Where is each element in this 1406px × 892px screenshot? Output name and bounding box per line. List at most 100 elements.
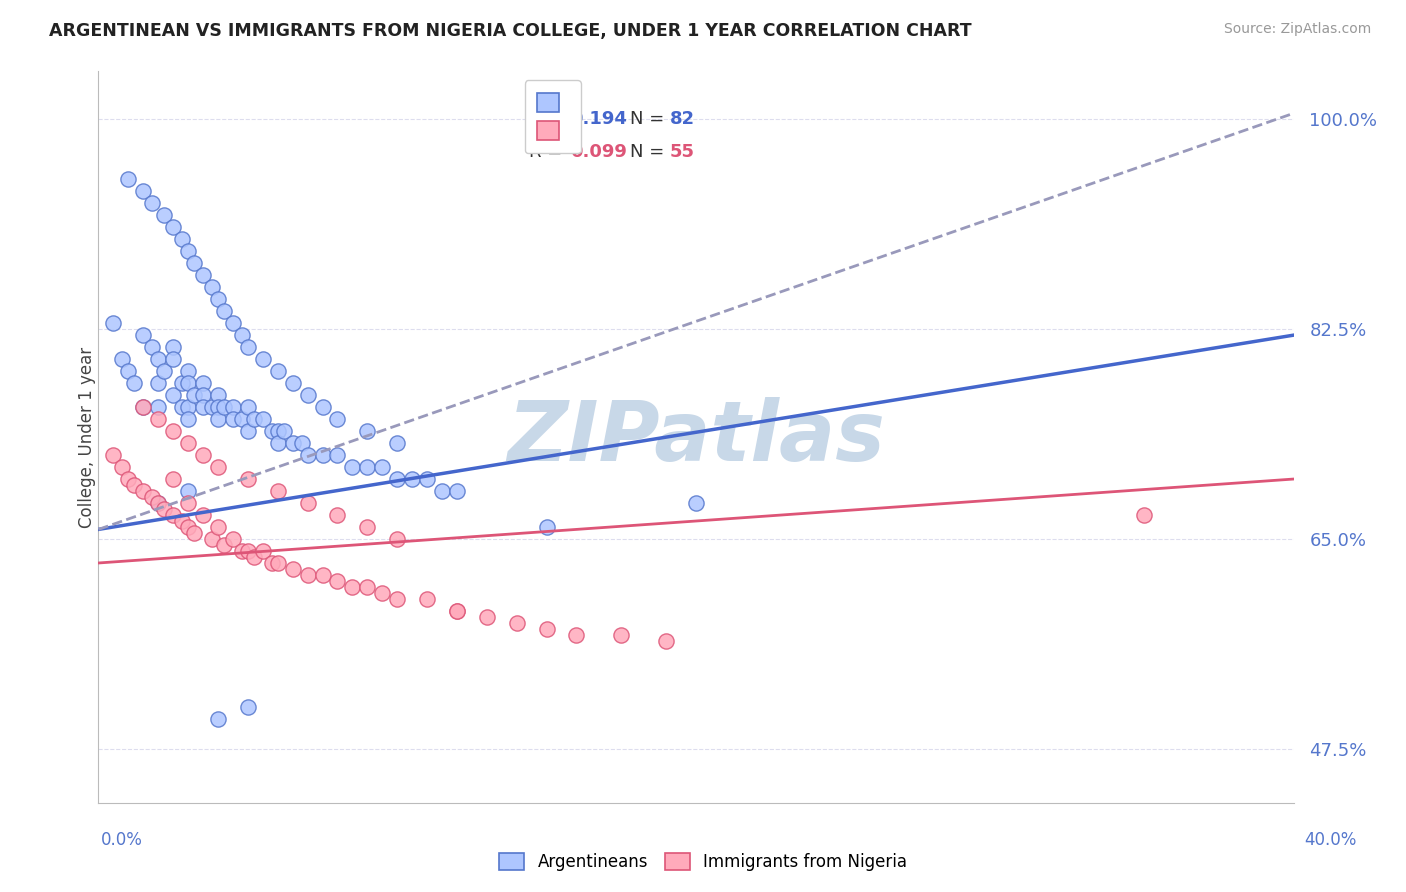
- Point: [148, 400, 170, 414]
- Point: [475, 610, 498, 624]
- Point: [506, 615, 529, 630]
- Point: [117, 172, 139, 186]
- Text: ARGENTINEAN VS IMMIGRANTS FROM NIGERIA COLLEGE, UNDER 1 YEAR CORRELATION CHART: ARGENTINEAN VS IMMIGRANTS FROM NIGERIA C…: [49, 22, 972, 40]
- Point: [243, 549, 266, 564]
- Point: [201, 400, 224, 414]
- Point: [172, 376, 194, 391]
- Point: [252, 412, 274, 426]
- Point: [267, 556, 290, 570]
- Point: [111, 352, 134, 367]
- Point: [446, 604, 468, 618]
- Text: R =: R =: [529, 143, 562, 161]
- Point: [685, 496, 707, 510]
- Point: [191, 508, 214, 522]
- Point: [356, 580, 378, 594]
- Text: 55: 55: [669, 143, 695, 161]
- Point: [162, 424, 184, 438]
- Point: [236, 424, 259, 438]
- Point: [103, 316, 125, 330]
- Text: Source: ZipAtlas.com: Source: ZipAtlas.com: [1223, 22, 1371, 37]
- Point: [385, 436, 409, 450]
- Point: [610, 628, 633, 642]
- Point: [177, 496, 200, 510]
- Point: [148, 376, 170, 391]
- Point: [231, 412, 253, 426]
- Point: [183, 388, 205, 402]
- Point: [191, 376, 214, 391]
- Point: [342, 460, 364, 475]
- Point: [297, 496, 319, 510]
- Text: 0.0%: 0.0%: [101, 831, 143, 849]
- Point: [207, 520, 229, 534]
- Point: [243, 412, 266, 426]
- Point: [207, 460, 229, 475]
- Point: [191, 388, 214, 402]
- Point: [356, 424, 378, 438]
- Point: [371, 460, 394, 475]
- Point: [191, 448, 214, 462]
- Point: [132, 483, 155, 498]
- Point: [446, 604, 468, 618]
- Point: [416, 591, 439, 606]
- Point: [311, 448, 333, 462]
- Point: [430, 483, 453, 498]
- Point: [385, 472, 409, 486]
- Point: [148, 352, 170, 367]
- Point: [565, 628, 588, 642]
- Point: [153, 502, 176, 516]
- Y-axis label: College, Under 1 year: College, Under 1 year: [79, 346, 96, 528]
- Point: [162, 220, 184, 235]
- Point: [356, 460, 378, 475]
- Point: [177, 412, 200, 426]
- Point: [207, 412, 229, 426]
- Text: 82: 82: [669, 110, 695, 128]
- Point: [1133, 508, 1156, 522]
- Point: [252, 352, 274, 367]
- Point: [191, 268, 214, 283]
- Text: 0.194: 0.194: [571, 110, 627, 128]
- Point: [260, 424, 283, 438]
- Point: [124, 478, 146, 492]
- Legend: , : ,: [524, 80, 581, 153]
- Point: [103, 448, 125, 462]
- Point: [326, 412, 349, 426]
- Text: R =: R =: [529, 110, 562, 128]
- Point: [162, 352, 184, 367]
- Point: [326, 448, 349, 462]
- Point: [172, 514, 194, 528]
- Point: [222, 400, 245, 414]
- Point: [177, 483, 200, 498]
- Point: [236, 400, 259, 414]
- Point: [148, 496, 170, 510]
- Point: [177, 364, 200, 378]
- Point: [231, 544, 253, 558]
- Point: [207, 400, 229, 414]
- Point: [536, 622, 558, 636]
- Point: [207, 292, 229, 306]
- Point: [252, 544, 274, 558]
- Point: [231, 328, 253, 343]
- Point: [117, 364, 139, 378]
- Point: [655, 634, 678, 648]
- Point: [326, 574, 349, 588]
- Point: [222, 412, 245, 426]
- Point: [177, 436, 200, 450]
- Point: [153, 208, 176, 222]
- Point: [141, 490, 163, 504]
- Point: [124, 376, 146, 391]
- Point: [267, 364, 290, 378]
- Point: [281, 562, 304, 576]
- Text: N =: N =: [630, 143, 665, 161]
- Point: [236, 340, 259, 354]
- Point: [162, 508, 184, 522]
- Point: [297, 568, 319, 582]
- Point: [273, 424, 295, 438]
- Legend: Argentineans, Immigrants from Nigeria: Argentineans, Immigrants from Nigeria: [491, 845, 915, 880]
- Point: [356, 520, 378, 534]
- Point: [371, 586, 394, 600]
- Point: [148, 496, 170, 510]
- Point: [267, 424, 290, 438]
- Text: ZIPatlas: ZIPatlas: [508, 397, 884, 477]
- Point: [177, 244, 200, 259]
- Point: [172, 400, 194, 414]
